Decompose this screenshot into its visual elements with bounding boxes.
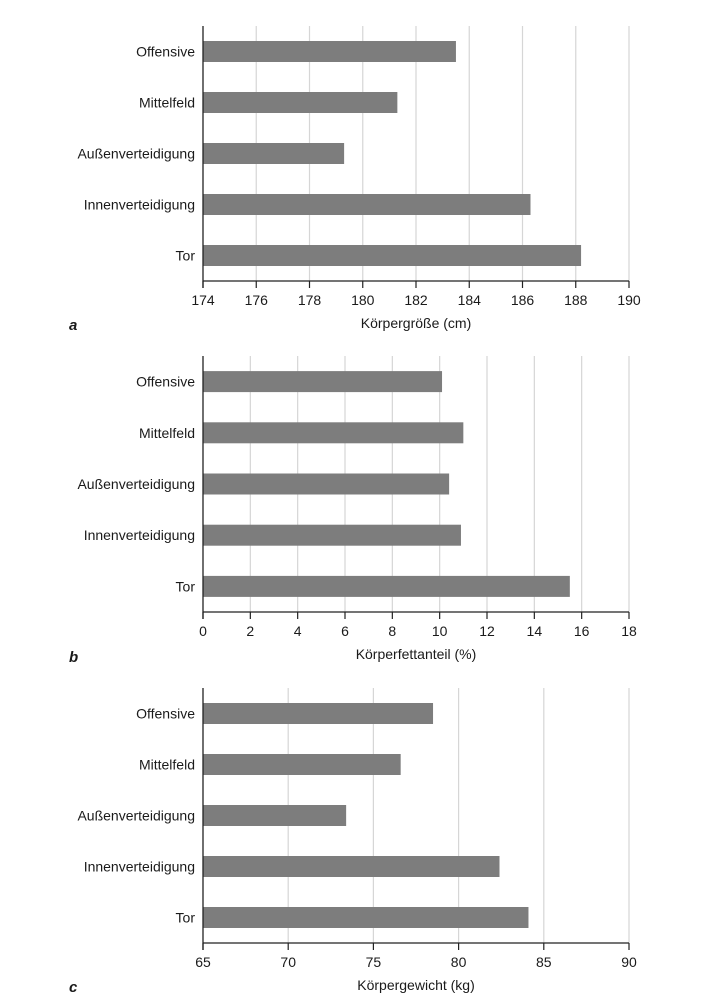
panel-label: b: [69, 649, 78, 666]
panel-label: c: [69, 979, 78, 996]
category-label: Tor: [176, 578, 196, 594]
x-tick-label: 65: [195, 954, 211, 970]
x-tick-label: 182: [404, 292, 428, 308]
bar: [203, 473, 450, 495]
x-tick-label: 174: [191, 292, 215, 308]
bar: [203, 371, 443, 393]
x-tick-label: 12: [479, 623, 495, 639]
x-tick-label: 176: [245, 292, 269, 308]
category-label: Mittelfeld: [139, 757, 195, 773]
x-tick-label: 18: [621, 623, 637, 639]
bar: [203, 422, 464, 444]
category-label: Außenverteidigung: [77, 146, 195, 162]
x-tick-label: 14: [527, 623, 543, 639]
x-tick-label: 0: [199, 623, 207, 639]
x-tick-label: 90: [621, 954, 637, 970]
category-label: Innenverteidigung: [84, 527, 195, 543]
x-tick-label: 6: [341, 623, 349, 639]
x-axis-label: Körpergewicht (kg): [357, 977, 475, 993]
category-label: Offensive: [136, 706, 195, 722]
category-label: Tor: [176, 248, 196, 264]
category-label: Außenverteidigung: [77, 476, 195, 492]
x-tick-label: 16: [574, 623, 590, 639]
category-label: Mittelfeld: [139, 425, 195, 441]
chart-panel-b: Offensive Mittelfeld Außenverteidigung Inne…: [69, 356, 637, 666]
x-tick-label: 70: [280, 954, 296, 970]
bar: [203, 92, 398, 113]
x-tick-label: 188: [564, 292, 588, 308]
x-tick-label: 186: [511, 292, 535, 308]
x-tick-label: 4: [294, 623, 302, 639]
x-tick-label: 178: [298, 292, 322, 308]
category-label: Außenverteidigung: [77, 808, 195, 824]
bar: [203, 143, 345, 164]
x-tick-label: 8: [388, 623, 396, 639]
bar: [203, 805, 347, 826]
x-tick-label: 10: [432, 623, 448, 639]
category-label: Offensive: [136, 374, 195, 390]
category-label: Tor: [176, 910, 196, 926]
chart-panel-c: Offensive Mittelfeld Außenverteidigung Inne…: [69, 688, 637, 996]
panel-label: a: [69, 317, 77, 334]
bar: [203, 754, 401, 775]
x-tick-label: 2: [246, 623, 254, 639]
category-label: Offensive: [136, 44, 195, 60]
bar: [203, 41, 456, 62]
x-axis-label: Körpergröße (cm): [361, 315, 471, 331]
bar: [203, 856, 500, 877]
category-label: Innenverteidigung: [84, 197, 195, 213]
x-tick-label: 190: [617, 292, 641, 308]
category-label: Innenverteidigung: [84, 859, 195, 875]
chart-panel-a: Offensive Mittelfeld Außenverteidigung Inne…: [69, 26, 641, 334]
x-axis-label: Körperfettanteil (%): [356, 646, 477, 662]
bar: [203, 524, 461, 546]
bar: [203, 907, 529, 928]
x-tick-label: 75: [366, 954, 382, 970]
bar: [203, 194, 531, 215]
x-tick-label: 184: [458, 292, 482, 308]
bar: [203, 575, 570, 597]
bar: [203, 703, 434, 724]
x-tick-label: 85: [536, 954, 552, 970]
x-tick-label: 180: [351, 292, 375, 308]
bar: [203, 245, 582, 266]
x-tick-label: 80: [451, 954, 467, 970]
category-label: Mittelfeld: [139, 95, 195, 111]
